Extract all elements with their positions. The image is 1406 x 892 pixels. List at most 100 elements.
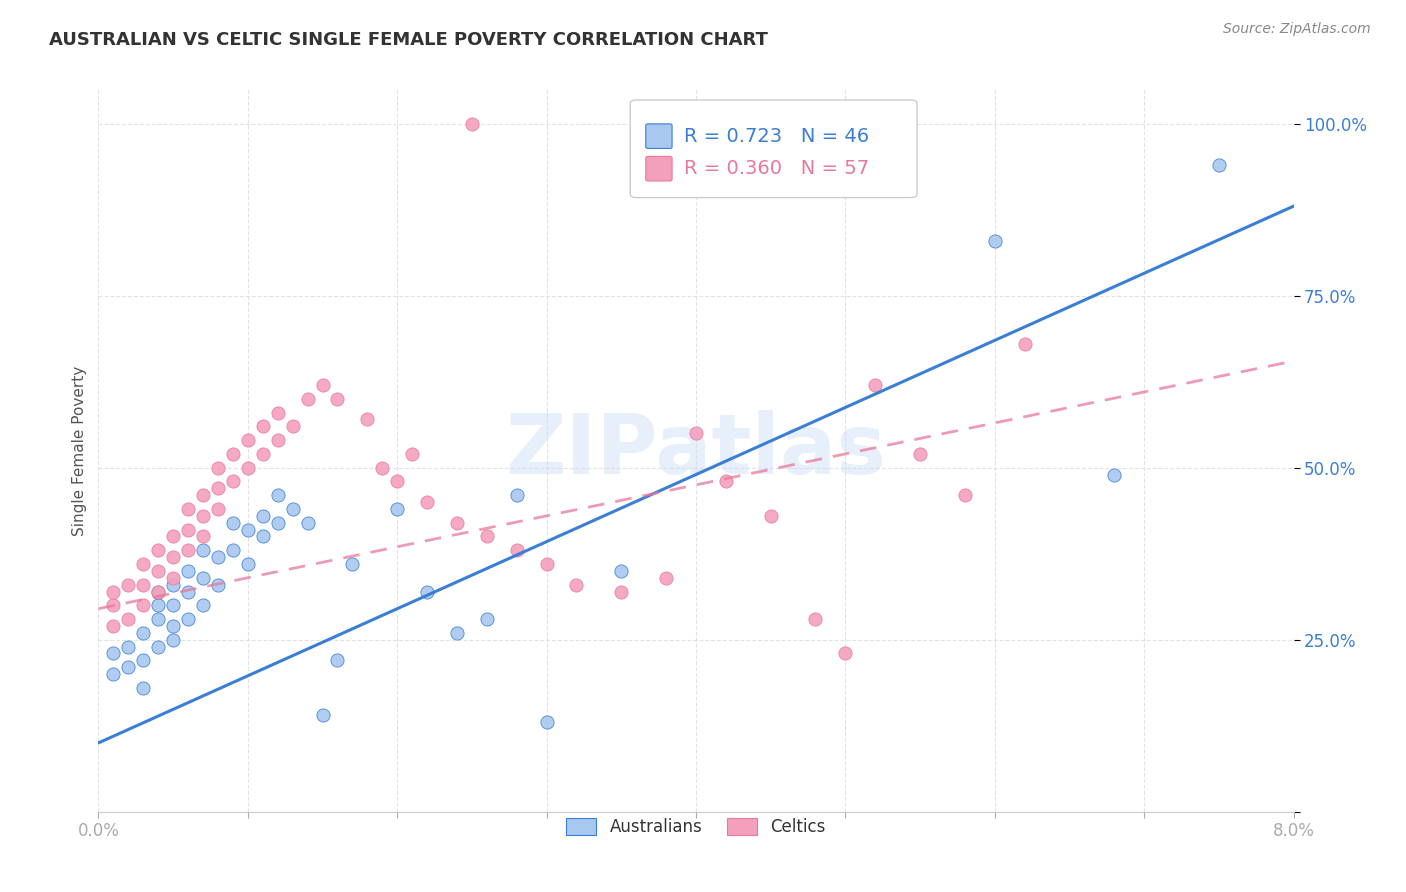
Point xyxy=(177,612,200,626)
Point xyxy=(132,577,155,591)
Point xyxy=(908,447,931,461)
Legend: Australians, Celtics: Australians, Celtics xyxy=(560,812,832,843)
Point xyxy=(401,447,423,461)
Point xyxy=(356,412,378,426)
Point xyxy=(162,529,184,543)
Point xyxy=(132,681,155,695)
Point xyxy=(207,502,229,516)
Point xyxy=(236,557,259,571)
Point xyxy=(148,640,170,654)
Point xyxy=(191,543,214,558)
Point xyxy=(446,516,468,530)
Point xyxy=(207,550,229,565)
Point xyxy=(117,660,139,674)
Point xyxy=(446,625,468,640)
Point xyxy=(326,653,349,667)
Point xyxy=(610,564,633,578)
Point xyxy=(103,647,125,661)
Point xyxy=(297,392,319,406)
Point xyxy=(475,612,498,626)
Point xyxy=(236,460,259,475)
Point xyxy=(311,708,333,723)
Point xyxy=(759,508,782,523)
Point xyxy=(191,529,214,543)
Y-axis label: Single Female Poverty: Single Female Poverty xyxy=(72,366,87,535)
Point xyxy=(191,599,214,613)
Point xyxy=(506,543,529,558)
Point xyxy=(834,647,856,661)
Point xyxy=(267,406,290,420)
FancyBboxPatch shape xyxy=(645,124,672,148)
Point xyxy=(162,571,184,585)
Point xyxy=(207,577,229,591)
Point xyxy=(281,502,304,516)
Point xyxy=(148,564,170,578)
Text: R = 0.360   N = 57: R = 0.360 N = 57 xyxy=(685,159,869,178)
Point xyxy=(207,460,229,475)
Point xyxy=(103,599,125,613)
Point xyxy=(148,543,170,558)
Point xyxy=(685,426,707,441)
Text: ZIPatlas: ZIPatlas xyxy=(506,410,886,491)
Point xyxy=(536,715,558,730)
Point xyxy=(191,571,214,585)
Point xyxy=(984,234,1007,248)
Point xyxy=(222,447,245,461)
Point xyxy=(252,529,274,543)
Point xyxy=(267,488,290,502)
FancyBboxPatch shape xyxy=(630,100,917,198)
Point xyxy=(177,564,200,578)
Text: R = 0.723   N = 46: R = 0.723 N = 46 xyxy=(685,127,869,145)
Point xyxy=(222,475,245,489)
Point xyxy=(177,523,200,537)
Text: Source: ZipAtlas.com: Source: ZipAtlas.com xyxy=(1223,22,1371,37)
Point xyxy=(207,481,229,495)
Point xyxy=(475,529,498,543)
Point xyxy=(252,508,274,523)
Point xyxy=(132,653,155,667)
Point xyxy=(1208,158,1230,172)
Point xyxy=(714,475,737,489)
Point xyxy=(281,419,304,434)
Point xyxy=(565,577,588,591)
Point xyxy=(953,488,976,502)
Point xyxy=(162,599,184,613)
Point xyxy=(222,516,245,530)
Point xyxy=(222,543,245,558)
Point xyxy=(148,584,170,599)
Point xyxy=(117,577,139,591)
Point xyxy=(148,599,170,613)
Point xyxy=(103,619,125,633)
Point xyxy=(191,508,214,523)
Point xyxy=(177,543,200,558)
Point xyxy=(385,475,409,489)
Point xyxy=(1014,336,1036,351)
Point xyxy=(416,584,439,599)
Point xyxy=(804,612,827,626)
Point xyxy=(236,523,259,537)
Point xyxy=(132,625,155,640)
Point xyxy=(371,460,394,475)
Point xyxy=(385,502,409,516)
Point xyxy=(162,619,184,633)
Point xyxy=(117,612,139,626)
Point xyxy=(132,557,155,571)
Point xyxy=(103,584,125,599)
Point xyxy=(536,557,558,571)
Point xyxy=(297,516,319,530)
Point xyxy=(148,584,170,599)
Text: AUSTRALIAN VS CELTIC SINGLE FEMALE POVERTY CORRELATION CHART: AUSTRALIAN VS CELTIC SINGLE FEMALE POVER… xyxy=(49,31,768,49)
Point xyxy=(311,378,333,392)
Point xyxy=(416,495,439,509)
Point xyxy=(162,577,184,591)
Point xyxy=(267,433,290,447)
Point xyxy=(326,392,349,406)
Point xyxy=(162,550,184,565)
Point xyxy=(103,667,125,681)
Point xyxy=(148,612,170,626)
FancyBboxPatch shape xyxy=(645,156,672,181)
Point xyxy=(1104,467,1126,482)
Point xyxy=(117,640,139,654)
Point xyxy=(236,433,259,447)
Point xyxy=(267,516,290,530)
